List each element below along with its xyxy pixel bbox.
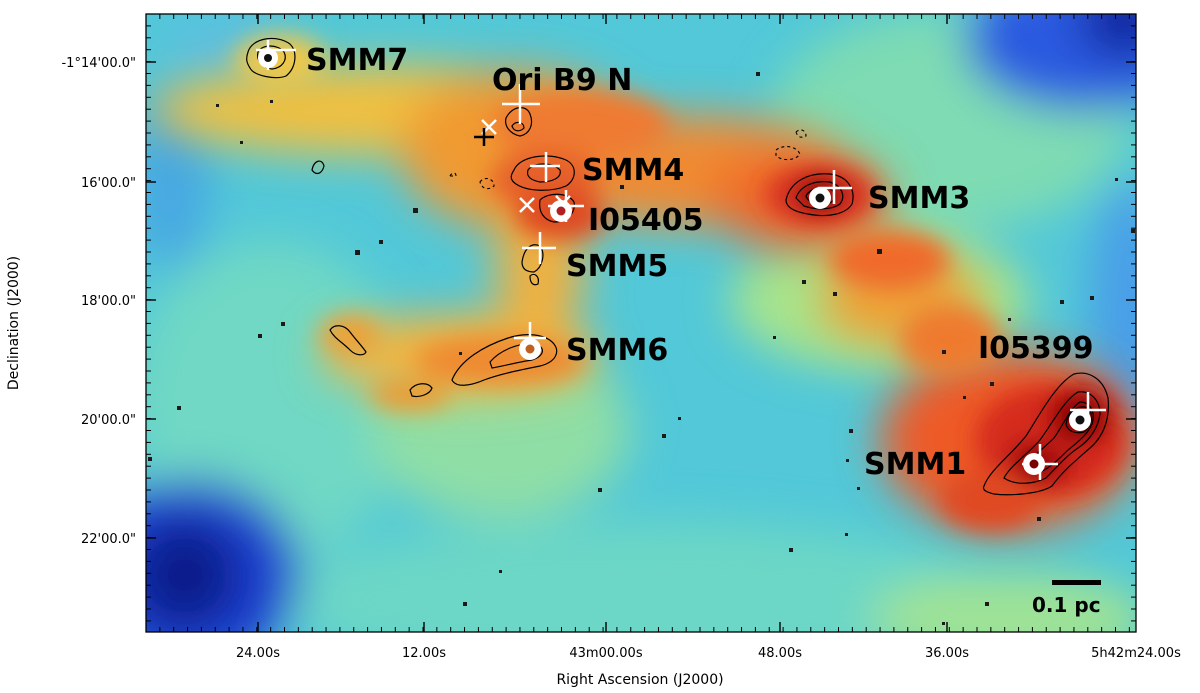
y-tick-label: 20'00.0" xyxy=(81,413,136,428)
label-ori-b9-n: Ori B9 N xyxy=(492,63,632,98)
y-tick-label: 22'00.0" xyxy=(81,532,136,547)
x-tick-label: 5h42m24.00s xyxy=(1091,646,1181,661)
label-smm1: SMM1 xyxy=(864,447,966,482)
field-stars xyxy=(148,72,1135,625)
dashed-contours xyxy=(449,129,807,190)
label-smm7: SMM7 xyxy=(306,43,408,78)
y-tick-label: 16'00.0" xyxy=(81,176,136,191)
x-tick-label: 43m00.00s xyxy=(569,646,642,661)
label-smm5: SMM5 xyxy=(566,249,668,284)
ring-markers xyxy=(258,48,1091,475)
label-i05405: I05405 xyxy=(588,203,704,238)
y-tick-labels: -1°14'00.0" 16'00.0" 18'00.0" 20'00.0" 2… xyxy=(61,56,136,547)
intensity-map: SMM7 Ori B9 N SMM4 I05405 SMM3 SMM5 SMM6… xyxy=(146,14,1136,632)
x-tick-label: 24.00s xyxy=(236,646,280,661)
label-smm6: SMM6 xyxy=(566,333,668,368)
source-markers xyxy=(256,40,1106,480)
y-axis-label: Declination (J2000) xyxy=(6,256,22,390)
scale-bar-label: 0.1 pc xyxy=(1032,593,1101,617)
label-i05399: I05399 xyxy=(978,331,1094,366)
y-tick-label: 18'00.0" xyxy=(81,294,136,309)
x-tick-label: 48.00s xyxy=(758,646,802,661)
label-smm3: SMM3 xyxy=(868,181,970,216)
x-tick-label: 36.00s xyxy=(925,646,969,661)
label-smm4: SMM4 xyxy=(582,153,684,188)
source-labels: SMM7 Ori B9 N SMM4 I05405 SMM3 SMM5 SMM6… xyxy=(306,43,1094,482)
x-tick-label: 12.00s xyxy=(402,646,446,661)
x-axis-label: Right Ascension (J2000) xyxy=(556,672,723,688)
x-tick-labels: 24.00s 12.00s 43m00.00s 48.00s 36.00s 5h… xyxy=(236,646,1181,661)
axes-frame xyxy=(145,13,1137,633)
scale-bar: 0.1 pc xyxy=(1032,580,1101,617)
y-tick-label: -1°14'00.0" xyxy=(61,56,136,71)
